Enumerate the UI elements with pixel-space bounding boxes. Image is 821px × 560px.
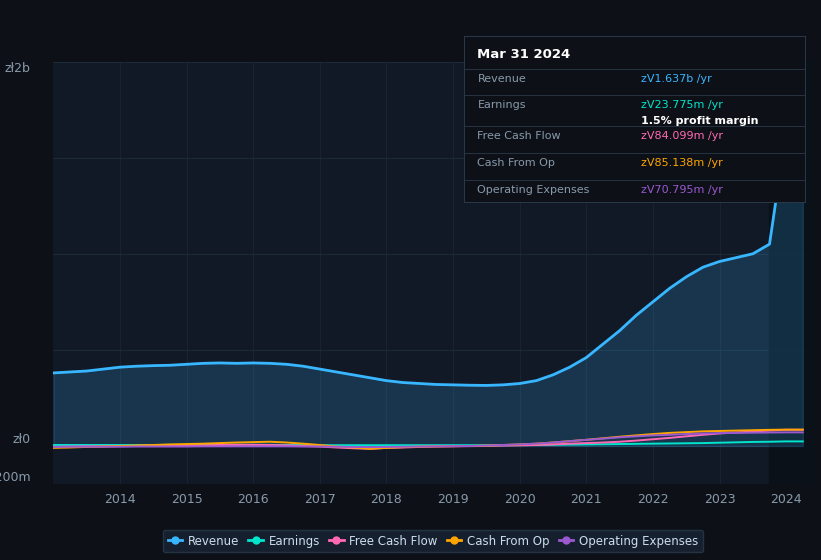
Text: Operating Expenses: Operating Expenses (478, 185, 589, 195)
Text: zᐯ23.775m /yr: zᐯ23.775m /yr (641, 100, 723, 110)
Legend: Revenue, Earnings, Free Cash Flow, Cash From Op, Operating Expenses: Revenue, Earnings, Free Cash Flow, Cash … (163, 530, 704, 553)
Text: Mar 31 2024: Mar 31 2024 (478, 48, 571, 61)
Text: 1.5% profit margin: 1.5% profit margin (641, 116, 759, 127)
Text: zł0: zł0 (12, 433, 30, 446)
Text: -zł200m: -zł200m (0, 472, 30, 484)
Text: zᐯ70.795m /yr: zᐯ70.795m /yr (641, 185, 723, 195)
Text: zł2b: zł2b (5, 62, 30, 74)
Text: Cash From Op: Cash From Op (478, 158, 555, 168)
Text: zᐯ84.099m /yr: zᐯ84.099m /yr (641, 132, 723, 141)
Text: Free Cash Flow: Free Cash Flow (478, 132, 561, 141)
Text: zᐯ1.637b /yr: zᐯ1.637b /yr (641, 74, 712, 85)
Text: Revenue: Revenue (478, 74, 526, 85)
Text: zᐯ85.138m /yr: zᐯ85.138m /yr (641, 158, 722, 168)
Text: Earnings: Earnings (478, 100, 526, 110)
